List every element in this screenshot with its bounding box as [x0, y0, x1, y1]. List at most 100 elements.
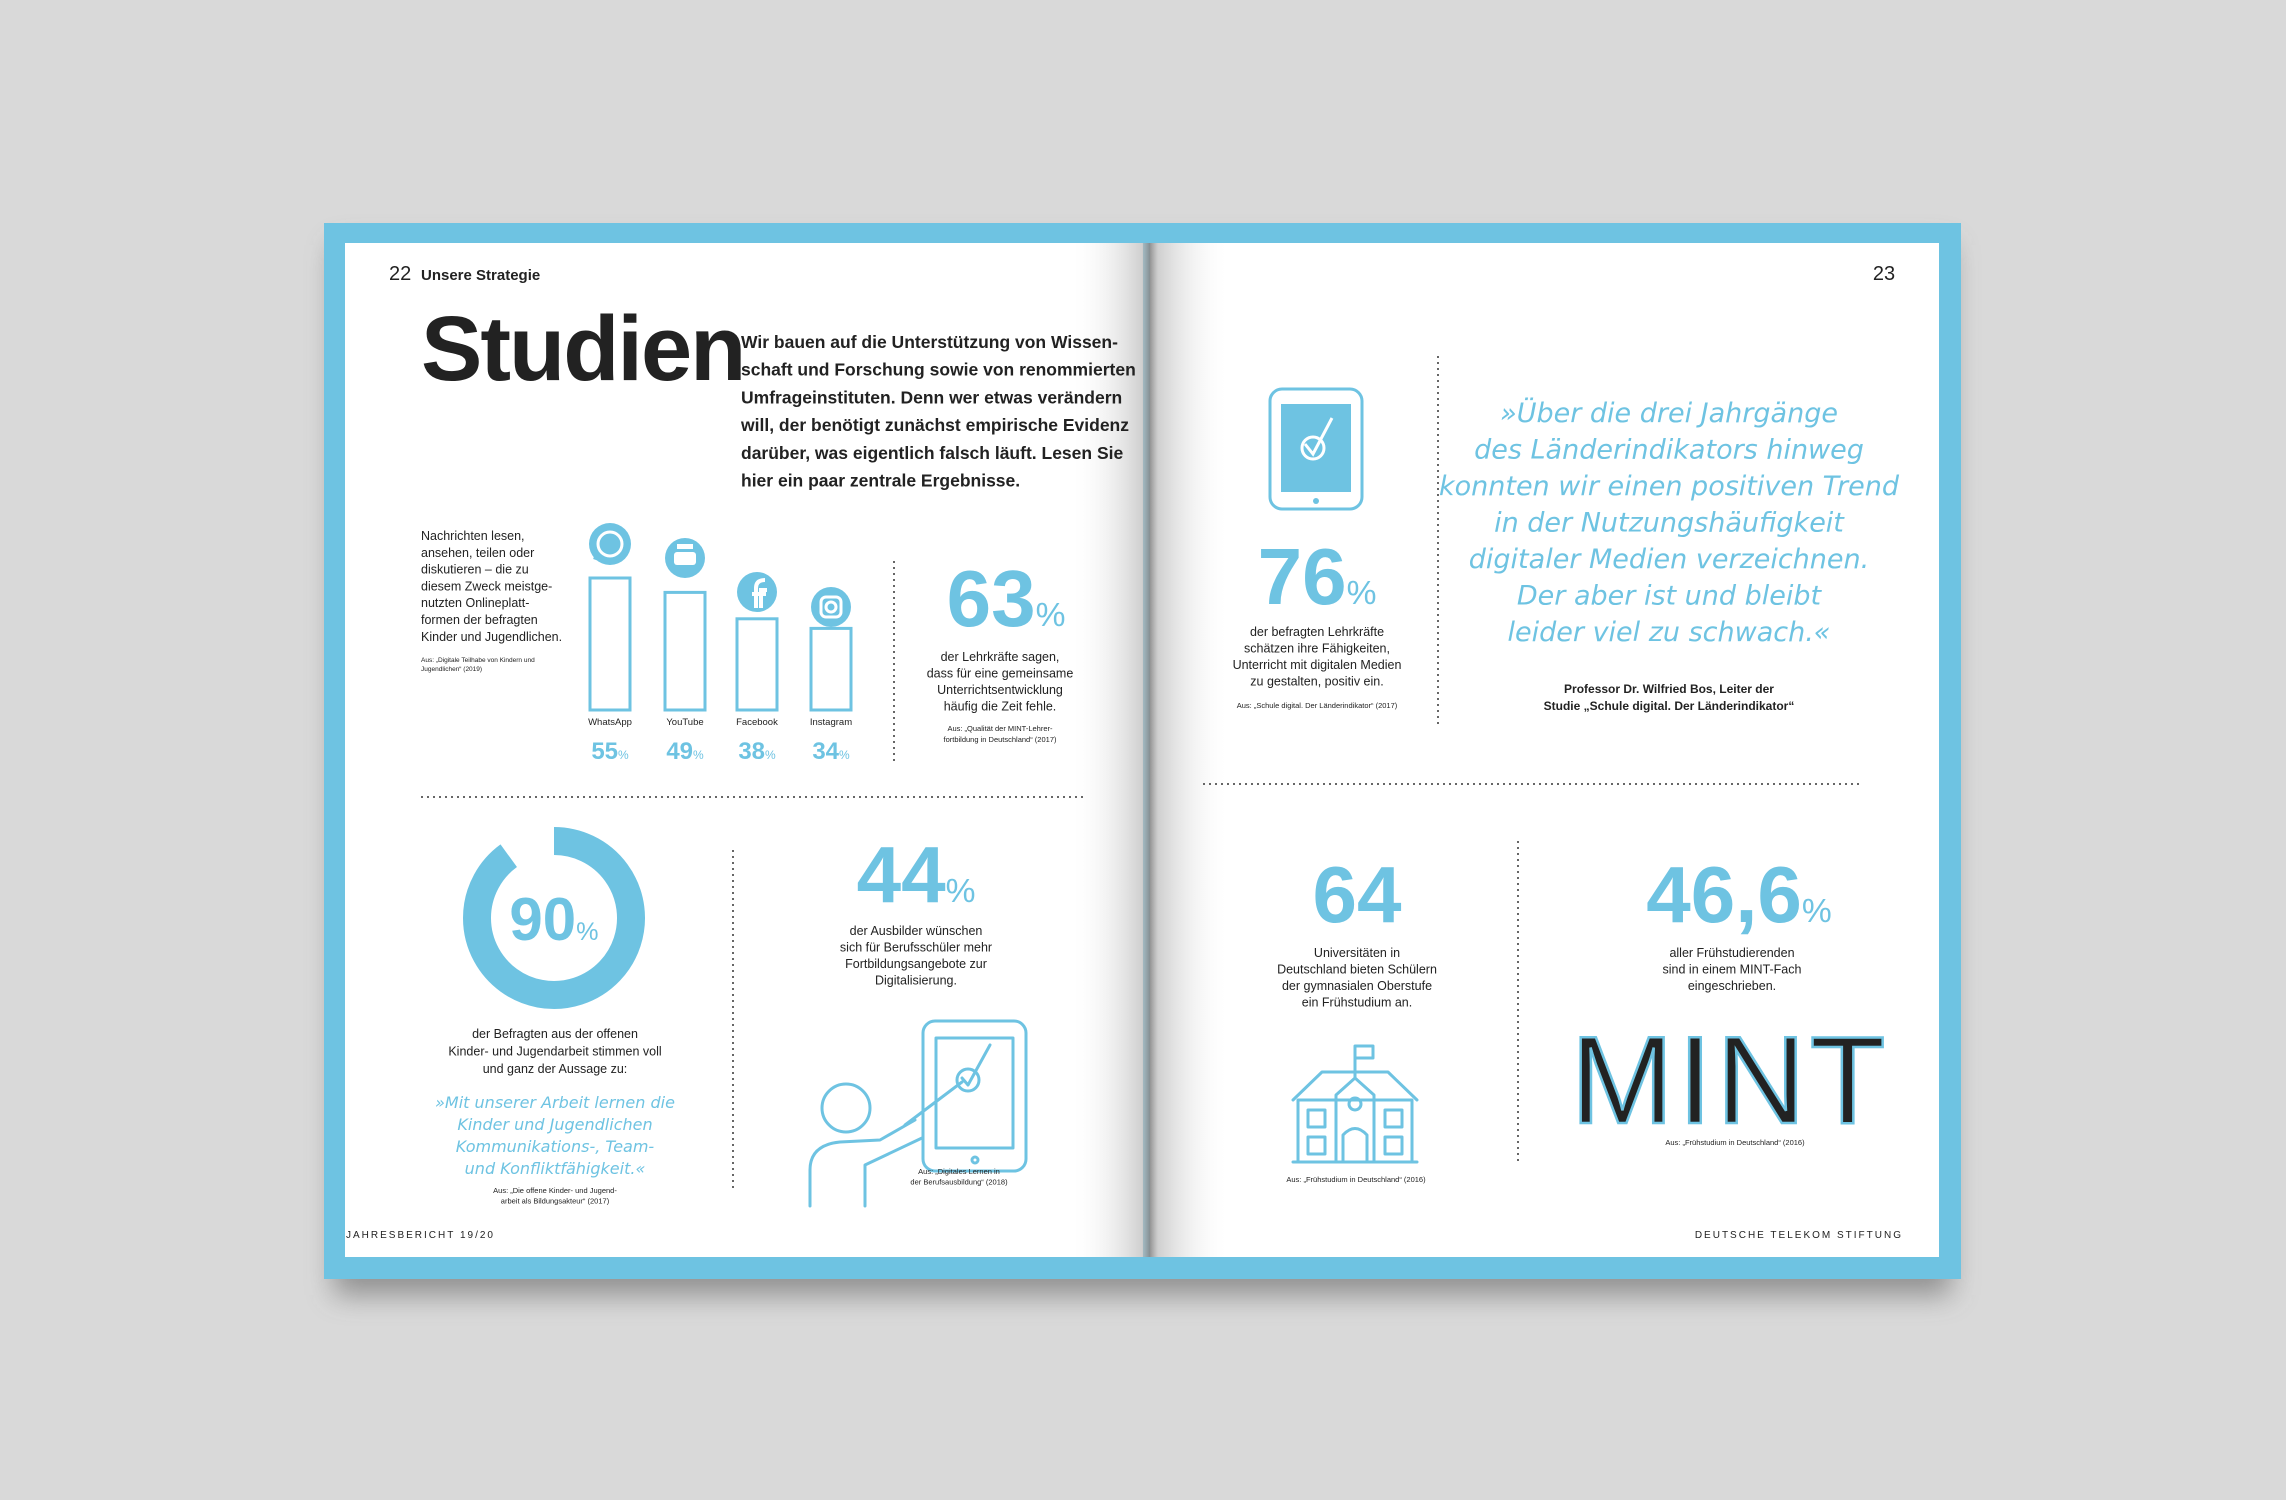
- youtube-icon: [665, 538, 705, 578]
- stat-unit: %: [576, 918, 598, 946]
- stat-text-line: häufig die Zeit fehle.: [944, 700, 1057, 714]
- left-page: [345, 243, 1143, 1257]
- stat: 63%: [947, 554, 1066, 643]
- intro-line: hier ein paar zentrale Ergebnisse.: [741, 471, 1020, 491]
- bar-value-unit: %: [839, 748, 850, 762]
- spine: [1070, 243, 1230, 1257]
- intro-line: darüber, was eigentlich falsch läuft. Le…: [741, 443, 1123, 463]
- stat-text-line: Deutschland bieten Schülern: [1277, 963, 1437, 977]
- footer: JAHRESBERICHT 19/20: [346, 1230, 495, 1241]
- stat-text-line: der gymnasialen Oberstufe: [1282, 979, 1432, 993]
- quote-line: Kommunikations-, Team-: [456, 1137, 655, 1156]
- stat-text-line: ein Frühstudium an.: [1302, 996, 1412, 1010]
- stat: 46,6%: [1646, 850, 1832, 939]
- attribution-line: Studie „Schule digital. Der Länderindika…: [1544, 699, 1795, 713]
- school-icon: [1291, 1044, 1419, 1164]
- bar-value-number: 49: [666, 738, 693, 765]
- quote-line: Kinder und Jugendlichen: [457, 1115, 652, 1134]
- source-line: Aus: „Schule digital. Der Länderindikato…: [1237, 701, 1398, 710]
- description-line: ansehen, teilen oder: [421, 546, 534, 560]
- quote-line: »Mit unserer Arbeit lernen die: [435, 1093, 675, 1112]
- description-line: nutzten Onlineplatt-: [421, 596, 529, 610]
- bar-value-number: 38: [738, 738, 765, 765]
- intro-line: will, der benötigt zunächst empirische E…: [740, 415, 1129, 435]
- tablet-icon: [1268, 387, 1364, 511]
- description-line: diskutieren – die zu: [421, 563, 529, 577]
- bar-value-number: 34: [812, 738, 839, 765]
- page-title: Studien: [421, 298, 744, 400]
- bar-value-unit: %: [693, 748, 704, 762]
- description-line: Nachrichten lesen,: [421, 529, 525, 543]
- bar-label: YouTube: [666, 717, 703, 728]
- quote-line: und Konfliktfähigkeit.«: [465, 1159, 646, 1178]
- intro-line: schaft und Forschung sowie von renommier…: [741, 360, 1136, 380]
- intro-line: Umfrageinstituten. Denn wer etwas veränd…: [741, 387, 1122, 407]
- mint-logo: MINT: [1570, 1012, 1889, 1150]
- stat-text-line: Kinder- und Jugendarbeit stimmen voll: [448, 1045, 661, 1059]
- bar: [809, 626, 853, 712]
- bar-label: Instagram: [810, 717, 852, 728]
- donut-arc: [463, 827, 645, 1009]
- source-line: Aus: „Digitales Lernen in: [918, 1167, 1000, 1176]
- source-line: Aus: „Frühstudium in Deutschland“ (2016): [1665, 1138, 1805, 1147]
- bar-value-unit: %: [765, 748, 776, 762]
- page-number: 23: [1873, 263, 1895, 285]
- whatsapp-icon: [589, 523, 631, 565]
- source-line: Aus: „Frühstudium in Deutschland“ (2016): [1286, 1175, 1426, 1184]
- quote-line: leider viel zu schwach.«: [1508, 617, 1831, 648]
- stat: 90%: [509, 886, 598, 953]
- stat-text-line: dass für eine gemeinsame: [927, 667, 1074, 681]
- quote-line: digitaler Medien verzeichnen.: [1469, 544, 1869, 575]
- quote-line: »Über die drei Jahrgänge: [1500, 397, 1838, 429]
- facebook-icon: [737, 572, 777, 612]
- stat-text-line: und ganz der Aussage zu:: [483, 1062, 628, 1076]
- stat-number: 63: [947, 554, 1036, 643]
- stat: 64: [1313, 850, 1402, 939]
- source-line: Aus: „Digitale Teilhabe von Kindern und: [421, 657, 535, 664]
- instagram-icon: [811, 587, 851, 627]
- source-line: der Berufsausbildung“ (2018): [910, 1178, 1008, 1187]
- stat-unit: %: [1802, 893, 1832, 930]
- stat-text-line: sich für Berufsschüler mehr: [840, 941, 992, 955]
- bar-value-unit: %: [618, 748, 629, 762]
- stat-unit: %: [1036, 597, 1066, 634]
- quote-line: Der aber ist und bleibt: [1517, 581, 1823, 612]
- stat-unit: %: [946, 873, 976, 910]
- bar: [735, 617, 779, 712]
- bar-value: 34%: [812, 738, 850, 765]
- bar-label: Facebook: [736, 717, 778, 728]
- source-line: Aus: „Die offene Kinder- und Jugend-: [493, 1186, 617, 1195]
- stat-text-line: Digitalisierung.: [875, 974, 957, 988]
- stat-text-line: schätzen ihre Fähigkeiten,: [1244, 642, 1390, 656]
- description-line: Kinder und Jugendlichen.: [421, 630, 562, 644]
- intro-line: Wir bauen auf die Unterstützung von Wiss…: [741, 332, 1118, 352]
- footer: DEUTSCHE TELEKOM STIFTUNG: [1695, 1230, 1903, 1241]
- attribution-line: Professor Dr. Wilfried Bos, Leiter der: [1564, 682, 1774, 696]
- stat-unit: %: [1347, 575, 1377, 612]
- stat-text-line: zu gestalten, positiv ein.: [1250, 675, 1383, 689]
- stat-text-line: Unterrichtsentwicklung: [937, 683, 1063, 697]
- stat-text-line: aller Frühstudierenden: [1669, 946, 1794, 960]
- stat-text-line: eingeschrieben.: [1688, 979, 1776, 993]
- source-line: Aus: „Qualität der MINT-Lehrer-: [947, 724, 1053, 733]
- stat-text-line: Fortbildungsangebote zur: [845, 957, 987, 971]
- stat-text-line: sind in einem MINT-Fach: [1663, 963, 1802, 977]
- bar: [663, 590, 707, 712]
- source-line: Jugendlichen“ (2019): [421, 666, 482, 673]
- teacher-icon: [808, 1019, 1028, 1208]
- stat-text-line: Unterricht mit digitalen Medien: [1233, 658, 1402, 672]
- stat: 76%: [1258, 532, 1377, 621]
- bar-value: 38%: [738, 738, 776, 765]
- bar-label: WhatsApp: [588, 717, 632, 728]
- quote-line: in der Nutzungshäufigkeit: [1494, 508, 1845, 539]
- bar-value: 49%: [666, 738, 704, 765]
- stat-text-line: der Befragten aus der offenen: [472, 1027, 638, 1041]
- stat-text-line: Universitäten in: [1314, 946, 1400, 960]
- stat-number: 64: [1313, 850, 1402, 939]
- stat-number: 46,6: [1646, 850, 1802, 939]
- bar: [588, 576, 632, 712]
- quote-line: des Länderindikators hinweg: [1474, 435, 1864, 466]
